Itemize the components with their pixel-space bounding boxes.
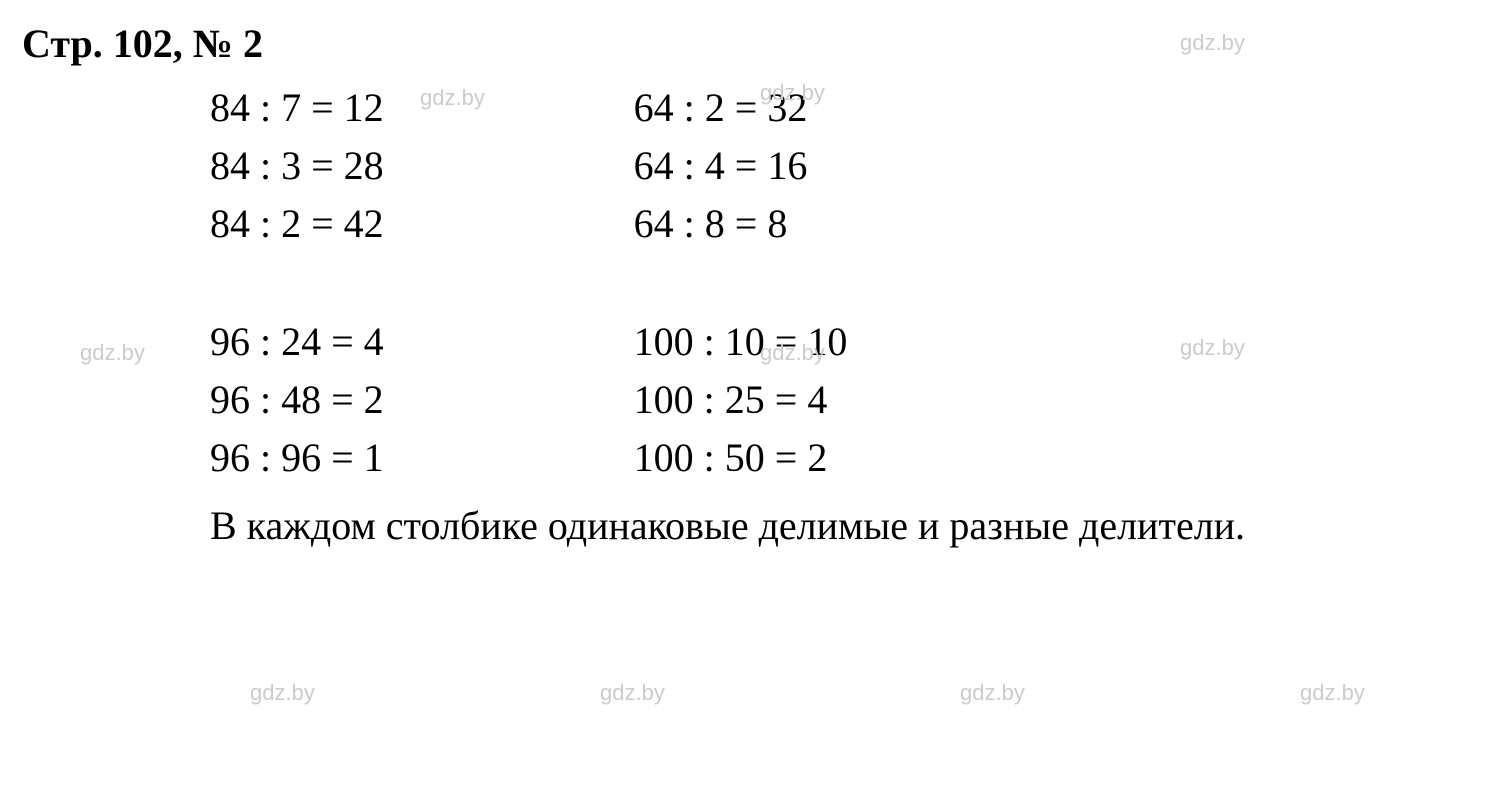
equation: 100 : 10 = 10 (634, 313, 848, 371)
equation: 100 : 25 = 4 (634, 371, 848, 429)
page-title: Стр. 102, № 2 (22, 20, 1441, 67)
equation: 96 : 48 = 2 (210, 371, 384, 429)
equation: 64 : 4 = 16 (634, 137, 848, 195)
block-gap (210, 253, 384, 313)
equation: 84 : 3 = 28 (210, 137, 384, 195)
equation: 64 : 8 = 8 (634, 195, 848, 253)
equation: 84 : 7 = 12 (210, 79, 384, 137)
block-gap (634, 253, 848, 313)
page: Стр. 102, № 2 84 : 7 = 12 84 : 3 = 28 84… (0, 0, 1501, 790)
conclusion-text: В каждом столбике одинаковые делимые и р… (10, 499, 1441, 553)
equation: 84 : 2 = 42 (210, 195, 384, 253)
equation: 96 : 24 = 4 (210, 313, 384, 371)
equation: 96 : 96 = 1 (210, 429, 384, 487)
equation: 100 : 50 = 2 (634, 429, 848, 487)
left-column: 84 : 7 = 12 84 : 3 = 28 84 : 2 = 42 96 :… (210, 79, 384, 487)
equation-columns: 84 : 7 = 12 84 : 3 = 28 84 : 2 = 42 96 :… (210, 79, 1441, 487)
equation: 64 : 2 = 32 (634, 79, 848, 137)
right-column: 64 : 2 = 32 64 : 4 = 16 64 : 8 = 8 100 :… (634, 79, 848, 487)
